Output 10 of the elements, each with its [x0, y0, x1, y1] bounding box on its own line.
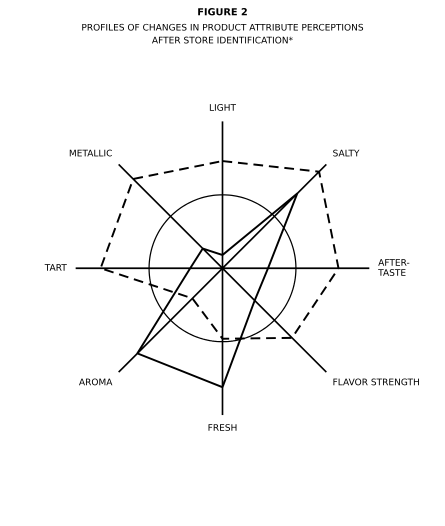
spoke-label: TART	[44, 264, 67, 271]
spoke-label: SALTY	[333, 150, 360, 156]
spoke-label: AFTER- TASTE	[378, 259, 410, 276]
spoke-label: FRESH	[208, 424, 236, 431]
chart-subtitle: PROFILES OF CHANGES IN PRODUCT ATTRIBUTE PERCEPTIONS AFTER STORE IDENTIFICATION*	[82, 24, 364, 44]
spoke-label: METALLIC	[70, 150, 112, 156]
spoke-label: LIGHT	[210, 104, 236, 111]
spoke-label: FLAVOR STRENGTH	[333, 378, 419, 386]
chart-title: FIGURE 2	[198, 8, 247, 16]
spoke-label: AROMA	[78, 378, 112, 386]
